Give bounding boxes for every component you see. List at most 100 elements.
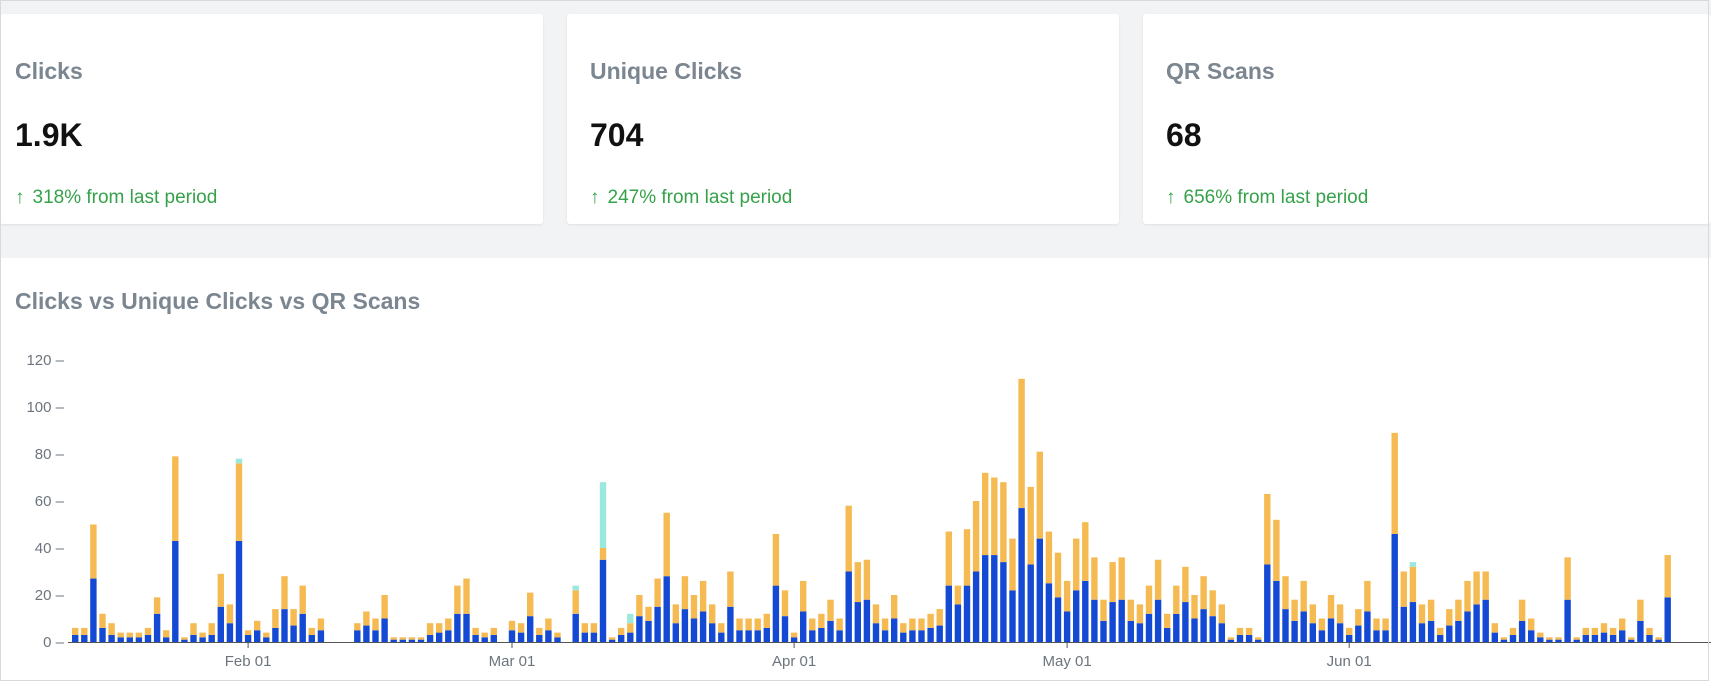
clicks-bar[interactable]: [945, 531, 952, 586]
clicks-bar[interactable]: [818, 613, 825, 628]
unique-clicks-bar[interactable]: [1000, 562, 1007, 642]
clicks-bar[interactable]: [627, 623, 634, 633]
unique-clicks-bar[interactable]: [1018, 508, 1025, 642]
unique-clicks-bar[interactable]: [627, 632, 634, 642]
unique-clicks-bar[interactable]: [172, 540, 179, 642]
unique-clicks-bar[interactable]: [1373, 630, 1380, 642]
clicks-bar[interactable]: [1500, 637, 1508, 640]
clicks-bar[interactable]: [699, 580, 707, 612]
clicks-bar[interactable]: [1382, 618, 1389, 631]
clicks-bar[interactable]: [545, 618, 552, 631]
unique-clicks-bar[interactable]: [1118, 599, 1125, 642]
unique-clicks-bar[interactable]: [881, 630, 889, 642]
clicks-bar[interactable]: [1628, 637, 1635, 640]
unique-clicks-bar[interactable]: [936, 625, 943, 642]
unique-clicks-bar[interactable]: [354, 630, 361, 642]
clicks-bar[interactable]: [1255, 637, 1262, 640]
unique-clicks-bar[interactable]: [645, 620, 652, 642]
clicks-bar[interactable]: [1100, 599, 1107, 621]
unique-clicks-bar[interactable]: [363, 625, 370, 642]
clicks-bar[interactable]: [1455, 599, 1462, 621]
clicks-bar[interactable]: [1009, 538, 1016, 591]
clicks-bar[interactable]: [1373, 618, 1380, 631]
clicks-bar[interactable]: [263, 632, 270, 638]
clicks-bar[interactable]: [390, 637, 397, 640]
clicks-bar[interactable]: [581, 623, 588, 633]
clicks-bar[interactable]: [99, 613, 106, 628]
unique-clicks-bar[interactable]: [263, 637, 270, 642]
clicks-bar[interactable]: [1309, 604, 1316, 624]
clicks-bar[interactable]: [1073, 538, 1080, 591]
unique-clicks-bar[interactable]: [1182, 602, 1189, 642]
unique-clicks-bar[interactable]: [1164, 627, 1171, 642]
qr-scans-bar[interactable]: [572, 585, 579, 591]
unique-clicks-bar[interactable]: [1145, 613, 1153, 642]
unique-clicks-bar[interactable]: [1264, 564, 1271, 642]
clicks-bar[interactable]: [363, 611, 370, 626]
unique-clicks-bar[interactable]: [1418, 623, 1426, 642]
clicks-bar[interactable]: [636, 595, 643, 617]
clicks-bar[interactable]: [281, 576, 288, 610]
clicks-bar[interactable]: [1537, 632, 1544, 638]
unique-clicks-bar[interactable]: [718, 632, 725, 642]
unique-clicks-bar[interactable]: [1546, 639, 1553, 642]
clicks-bar[interactable]: [1582, 627, 1589, 635]
clicks-bar[interactable]: [299, 585, 306, 614]
unique-clicks-bar[interactable]: [1327, 618, 1335, 643]
clicks-bar[interactable]: [117, 632, 124, 638]
unique-clicks-bar[interactable]: [863, 599, 871, 642]
unique-clicks-bar[interactable]: [1009, 590, 1016, 642]
unique-clicks-bar[interactable]: [1136, 623, 1144, 642]
clicks-bar[interactable]: [827, 599, 834, 621]
clicks-bar[interactable]: [1400, 571, 1407, 607]
clicks-bar[interactable]: [1209, 590, 1216, 617]
unique-clicks-bar[interactable]: [144, 634, 152, 642]
unique-clicks-bar[interactable]: [126, 637, 133, 642]
unique-clicks-bar[interactable]: [1446, 625, 1453, 642]
clicks-bar[interactable]: [836, 618, 843, 631]
clicks-bar[interactable]: [1619, 618, 1626, 631]
unique-clicks-bar[interactable]: [972, 571, 980, 643]
clicks-bar[interactable]: [781, 590, 789, 617]
clicks-bar[interactable]: [308, 627, 315, 635]
clicks-bar[interactable]: [481, 632, 488, 638]
unique-clicks-bar[interactable]: [809, 630, 816, 642]
clicks-bar[interactable]: [244, 630, 252, 635]
unique-clicks-bar[interactable]: [99, 627, 106, 642]
unique-clicks-bar[interactable]: [417, 639, 425, 642]
unique-clicks-bar[interactable]: [900, 632, 907, 642]
clicks-bar[interactable]: [1027, 486, 1034, 565]
unique-clicks-bar[interactable]: [736, 630, 743, 642]
unique-clicks-bar[interactable]: [426, 634, 434, 642]
clicks-bar[interactable]: [1437, 627, 1444, 635]
unique-clicks-bar[interactable]: [754, 630, 761, 642]
clicks-bar[interactable]: [90, 524, 97, 579]
clicks-bar[interactable]: [454, 585, 461, 614]
unique-clicks-bar[interactable]: [108, 634, 115, 642]
unique-clicks-bar[interactable]: [1628, 639, 1635, 642]
clicks-bar[interactable]: [936, 609, 943, 626]
clicks-bar[interactable]: [1327, 595, 1335, 619]
unique-clicks-bar[interactable]: [1045, 583, 1053, 642]
unique-clicks-bar[interactable]: [918, 630, 925, 642]
unique-clicks-bar[interactable]: [608, 639, 616, 642]
clicks-bar[interactable]: [1664, 555, 1671, 598]
unique-clicks-bar[interactable]: [1455, 620, 1462, 642]
unique-clicks-bar[interactable]: [1664, 597, 1671, 642]
clicks-bar[interactable]: [426, 623, 434, 635]
unique-clicks-bar[interactable]: [818, 627, 825, 642]
clicks-bar[interactable]: [153, 597, 161, 614]
clicks-bar[interactable]: [1091, 557, 1098, 600]
clicks-bar[interactable]: [181, 637, 188, 640]
clicks-bar[interactable]: [1600, 623, 1608, 633]
clicks-bar[interactable]: [590, 623, 598, 633]
unique-clicks-bar[interactable]: [299, 613, 306, 642]
unique-clicks-bar[interactable]: [1400, 606, 1407, 642]
unique-clicks-bar[interactable]: [954, 604, 962, 642]
unique-clicks-bar[interactable]: [1282, 609, 1289, 642]
unique-clicks-bar[interactable]: [153, 613, 161, 642]
unique-clicks-bar[interactable]: [982, 555, 989, 642]
clicks-bar[interactable]: [472, 627, 479, 635]
unique-clicks-bar[interactable]: [254, 630, 261, 642]
clicks-bar[interactable]: [572, 590, 579, 614]
